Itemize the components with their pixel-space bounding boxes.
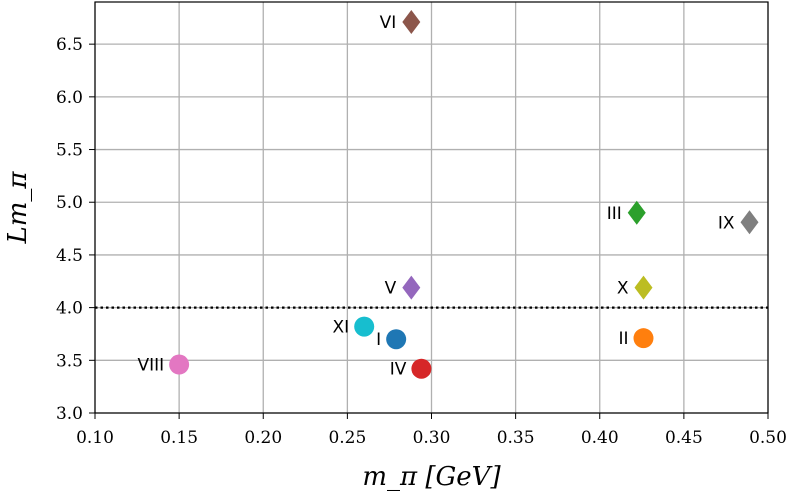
label-i: I	[376, 330, 381, 350]
x-tick-label: 0.35	[497, 428, 535, 448]
y-axis-ticks: 3.0 3.5 4.0 4.5 5.0 5.5 6.0 6.5	[56, 35, 95, 424]
label-ii: II	[618, 329, 628, 349]
y-tick-label: 5.5	[56, 141, 83, 161]
x-tick-label: 0.40	[581, 428, 619, 448]
point-xi	[354, 316, 375, 337]
data-points	[169, 10, 759, 379]
x-tick-label: 0.25	[328, 428, 366, 448]
label-vi: VI	[380, 13, 397, 33]
label-iv: IV	[390, 360, 407, 380]
grid	[94, 2, 769, 414]
point-ii	[633, 328, 654, 349]
point-iii	[627, 200, 646, 225]
point-ix	[740, 210, 759, 235]
label-v: V	[385, 279, 397, 299]
y-tick-label: 6.5	[56, 35, 83, 55]
x-tick-label: 0.15	[160, 428, 198, 448]
y-tick-label: 5.0	[56, 193, 83, 213]
x-tick-label: 0.45	[665, 428, 703, 448]
y-tick-label: 4.5	[56, 246, 83, 266]
point-viii	[169, 354, 190, 375]
label-iii: III	[607, 204, 622, 224]
x-axis-label: m_π [GeV]	[362, 462, 501, 492]
y-tick-label: 4.0	[56, 299, 83, 319]
point-x	[634, 275, 653, 300]
label-viii: VIII	[137, 356, 164, 376]
x-tick-label: 0.30	[413, 428, 451, 448]
label-x: X	[617, 279, 629, 299]
point-v	[402, 275, 421, 300]
point-i	[386, 329, 407, 350]
y-tick-label: 3.0	[56, 404, 83, 424]
x-tick-label: 0.50	[749, 428, 787, 448]
label-ix: IX	[718, 213, 735, 233]
point-vi	[402, 10, 421, 35]
y-tick-label: 3.5	[56, 351, 83, 371]
point-iv	[411, 358, 432, 379]
label-xi: XI	[333, 318, 350, 338]
x-tick-label: 0.10	[76, 428, 114, 448]
x-tick-label: 0.20	[244, 428, 282, 448]
y-axis-label: Lm_π	[3, 171, 33, 245]
x-axis-ticks: 0.10 0.15 0.20 0.25 0.30 0.35 0.40 0.45 0.50	[76, 413, 787, 448]
y-tick-label: 6.0	[56, 88, 83, 108]
